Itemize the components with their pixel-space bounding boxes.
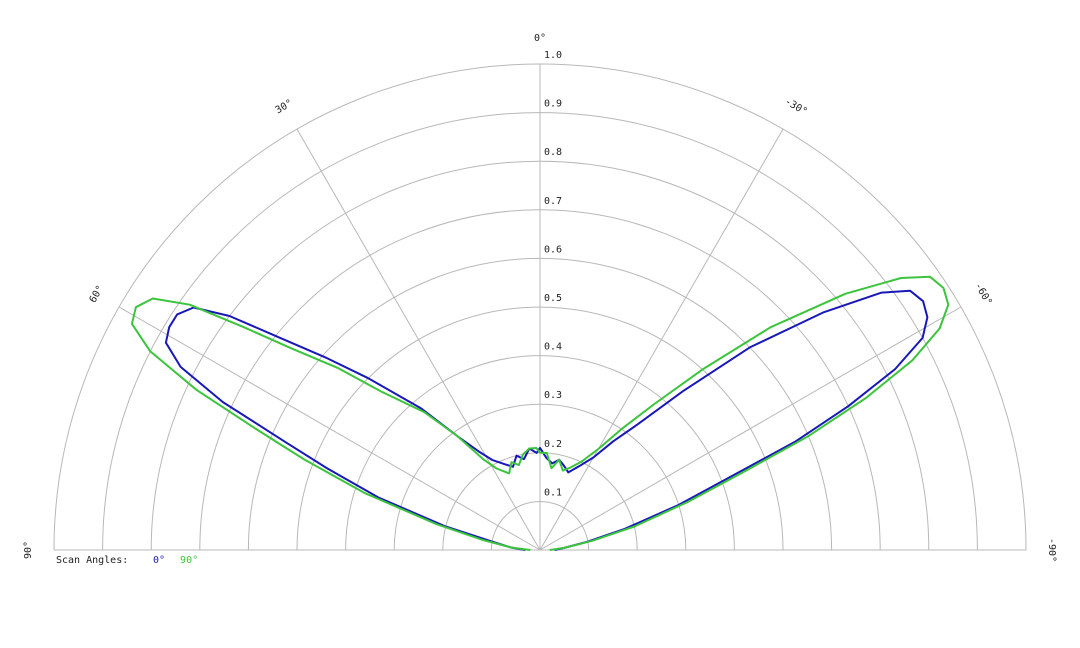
grid-spoke <box>118 306 541 551</box>
r-tick-label: 0.5 <box>544 293 562 304</box>
theta-tick-label: 90° <box>23 541 34 559</box>
r-tick-label: 0.3 <box>544 390 562 401</box>
legend-title: Scan Angles: <box>56 555 128 566</box>
r-tick-label: 0.7 <box>544 196 562 207</box>
theta-tick-label: -90° <box>1046 538 1057 562</box>
grid-spoke <box>539 306 962 551</box>
r-tick-label: 0.8 <box>544 147 562 158</box>
r-tick-label: 0.6 <box>544 244 562 255</box>
theta-tick-label: -60° <box>972 281 994 307</box>
theta-tick-label: 60° <box>88 284 107 305</box>
series-line <box>130 275 950 551</box>
grid-spoke <box>296 128 541 551</box>
r-tick-label: 1.0 <box>544 50 562 61</box>
r-tick-label: 0.2 <box>544 439 562 450</box>
theta-tick-label: 30° <box>274 98 295 117</box>
r-tick-label: 0.9 <box>544 99 562 110</box>
legend-entry: 90° <box>180 555 198 566</box>
theta-tick-label: 0° <box>534 33 546 44</box>
grid-spoke <box>539 128 784 551</box>
legend-entry: 0° <box>153 555 165 566</box>
r-tick-label: 0.4 <box>544 342 562 353</box>
theta-tick-label: -30° <box>783 96 809 118</box>
r-tick-label: 0.1 <box>544 487 562 498</box>
